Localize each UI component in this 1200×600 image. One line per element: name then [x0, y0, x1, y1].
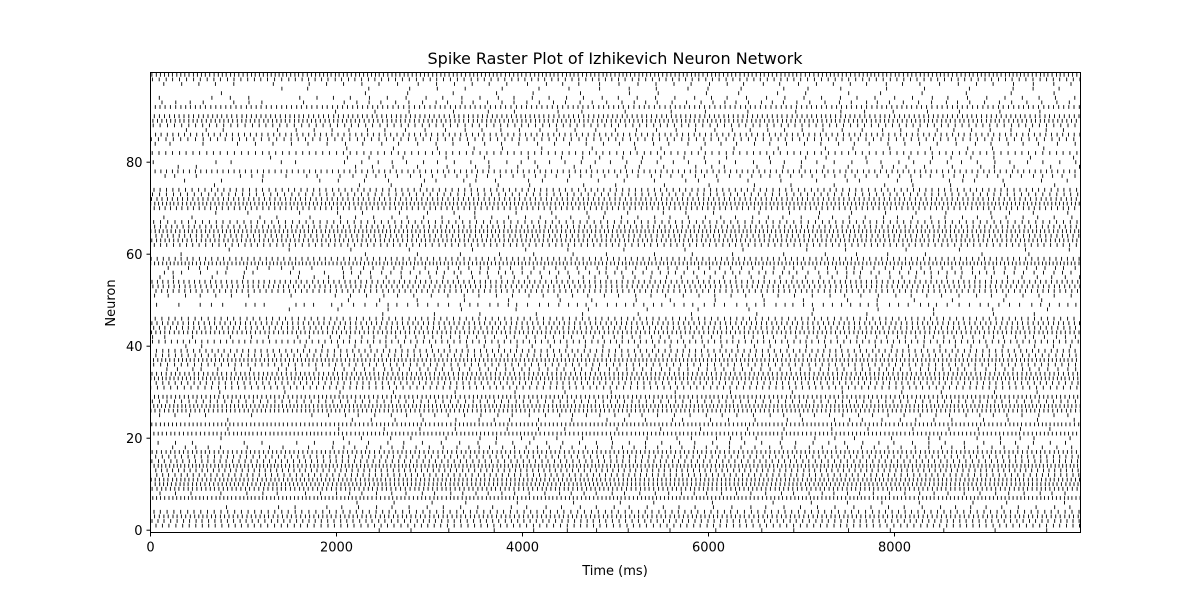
x-axis: 0 2000 4000 6000 8000: [146, 532, 911, 556]
y-tick-label: 40: [126, 340, 143, 355]
x-tick-label: 2000: [320, 541, 353, 556]
x-tick-label: 0: [146, 541, 154, 556]
x-tick-label: 8000: [878, 541, 911, 556]
plot-frame: [150, 72, 1081, 533]
y-tick-label: 0: [134, 524, 142, 539]
y-axis-title: Neuron: [104, 279, 119, 326]
spike-events: [150, 72, 1081, 533]
x-tick-label: 6000: [692, 541, 725, 556]
y-axis: 0 20 40 60 80: [126, 156, 151, 539]
y-tick-label: 60: [126, 248, 143, 263]
x-axis-title: Time (ms): [581, 564, 648, 579]
y-tick-label: 80: [126, 156, 143, 171]
spike-raster: [150, 72, 1081, 533]
x-tick-label: 4000: [506, 541, 539, 556]
chart-title: Spike Raster Plot of Izhikevich Neuron N…: [428, 49, 804, 68]
y-tick-label: 20: [126, 432, 143, 447]
